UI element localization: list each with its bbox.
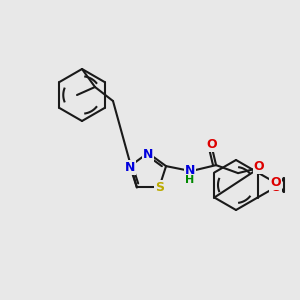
Text: O: O (207, 138, 218, 151)
Text: O: O (270, 181, 281, 194)
Text: O: O (270, 176, 281, 189)
Text: O: O (254, 160, 264, 172)
Text: H: H (185, 175, 195, 185)
Text: N: N (143, 148, 153, 160)
Text: S: S (155, 181, 164, 194)
Text: N: N (185, 164, 195, 177)
Text: N: N (125, 160, 135, 174)
